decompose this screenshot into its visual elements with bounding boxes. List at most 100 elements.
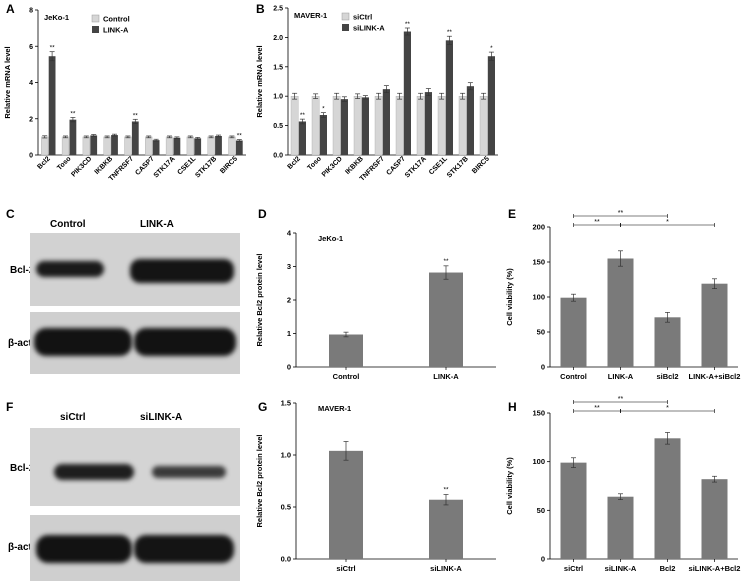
significance-label: * (490, 45, 493, 52)
legend-label: Control (103, 15, 130, 24)
chart-h-viability-maver1: 0 50 100 150 Cell viability (%) siCtrl siLINK-… (505, 396, 741, 573)
bar (353, 95, 362, 156)
bar (311, 95, 320, 156)
bar (416, 95, 425, 156)
y-tick-label: 0 (541, 363, 545, 372)
bar (479, 95, 488, 156)
bar (152, 140, 160, 155)
y-tick-label: 4 (287, 229, 292, 238)
y-axis-label: Cell viability (%) (505, 268, 514, 326)
y-tick-label: 1.5 (281, 399, 291, 408)
blot-f-lane-label: siLINK-A (140, 412, 183, 423)
panel-letter-f: F (6, 400, 14, 414)
panel-letter-d: D (258, 207, 267, 221)
bar (290, 95, 299, 156)
y-tick-label: 1 (287, 329, 291, 338)
blot-c-row-label: Bcl-2 (10, 265, 35, 276)
bar (165, 136, 174, 156)
x-tick-label: siBcl2 (656, 372, 678, 381)
legend-swatch (91, 14, 100, 23)
significance-label: * (322, 106, 325, 113)
bar (90, 135, 98, 155)
significance-label: * (666, 405, 669, 412)
x-tick-label: Toso (307, 155, 323, 171)
y-axis-label: Relative mRNA level (3, 46, 12, 118)
band (134, 328, 236, 356)
bar (654, 317, 681, 367)
band (34, 328, 132, 356)
bar (607, 496, 634, 559)
blot-f-actin-membrane (30, 515, 240, 581)
bar (340, 99, 348, 155)
bar (41, 136, 49, 156)
legend-label: siCtrl (353, 13, 372, 22)
bar (329, 450, 363, 559)
bar (235, 140, 243, 155)
bar (194, 138, 202, 155)
significance-label: ** (300, 112, 306, 119)
y-tick-label: 200 (532, 223, 545, 232)
chart-title: JeKo-1 (318, 234, 343, 243)
bar (403, 31, 411, 155)
legend-label: LINK-A (103, 26, 129, 35)
blot-f-row-label: Bcl-2 (10, 463, 35, 474)
y-tick-label: 4 (29, 80, 33, 87)
x-tick-label: PIK3CD (321, 155, 344, 178)
x-tick-label: IKBKB (94, 155, 115, 176)
x-tick-label: Control (560, 372, 587, 381)
bar (82, 136, 90, 156)
bar (215, 135, 222, 155)
y-tick-label: 50 (537, 328, 545, 337)
band (152, 466, 226, 478)
bar (298, 121, 306, 155)
bar (361, 97, 369, 155)
y-tick-label: 1.0 (273, 94, 283, 101)
band (36, 535, 132, 563)
panel-letter-b: B (256, 2, 265, 16)
y-axis-label: Relative mRNA level (255, 45, 264, 117)
blot-f-lane-label: siCtrl (60, 412, 86, 423)
significance-label: * (666, 219, 669, 226)
x-tick-label: Control (333, 372, 360, 381)
x-tick-label: LINK-A+siBcl2 (689, 372, 741, 381)
significance-label: ** (405, 21, 411, 28)
y-tick-label: 0.5 (281, 503, 291, 512)
y-tick-label: 6 (29, 44, 33, 51)
bar (319, 115, 327, 155)
bar (654, 438, 681, 559)
significance-label: ** (133, 112, 139, 119)
bar (701, 283, 728, 367)
bar (445, 40, 453, 156)
blot-f-bcl2-membrane (30, 428, 240, 506)
y-tick-label: 2.5 (273, 6, 283, 13)
y-tick-label: 0.5 (273, 123, 283, 130)
x-tick-label: siLINK-A+Bcl2 (689, 564, 741, 573)
legend-label: siLINK-A (353, 24, 385, 33)
chart-a-mrna-jeko1: 0 2 4 6 8 Relative mRNA level ** Bcl2 ** TosoPIK3… (3, 8, 246, 183)
blot-c-bcl2-membrane (30, 233, 240, 306)
x-tick-label: Bcl2 (660, 564, 676, 573)
x-tick-label: Bcl2 (36, 155, 51, 170)
band (54, 464, 134, 480)
y-tick-label: 100 (532, 457, 545, 466)
bar (186, 136, 194, 156)
significance-label: ** (594, 405, 600, 412)
blot-c-lane-label: LINK-A (140, 219, 174, 230)
panel-letter-a: A (6, 2, 15, 16)
significance-label: ** (443, 487, 449, 494)
y-axis-label: Cell viability (%) (505, 457, 514, 515)
legend-swatch (342, 24, 349, 31)
x-tick-label: STK17B (194, 155, 218, 179)
panel-letter-c: C (6, 207, 15, 221)
bar (424, 92, 432, 155)
bar (228, 136, 236, 156)
significance-label: ** (70, 110, 76, 117)
significance-label: ** (618, 210, 624, 217)
band (36, 261, 104, 277)
x-tick-label: STK17B (446, 155, 470, 179)
bar (332, 95, 341, 156)
x-tick-label: IKBKB (344, 155, 365, 176)
y-tick-label: 1.5 (273, 64, 283, 71)
x-tick-label: Toso (56, 155, 72, 171)
panel-letter-h: H (508, 400, 517, 414)
